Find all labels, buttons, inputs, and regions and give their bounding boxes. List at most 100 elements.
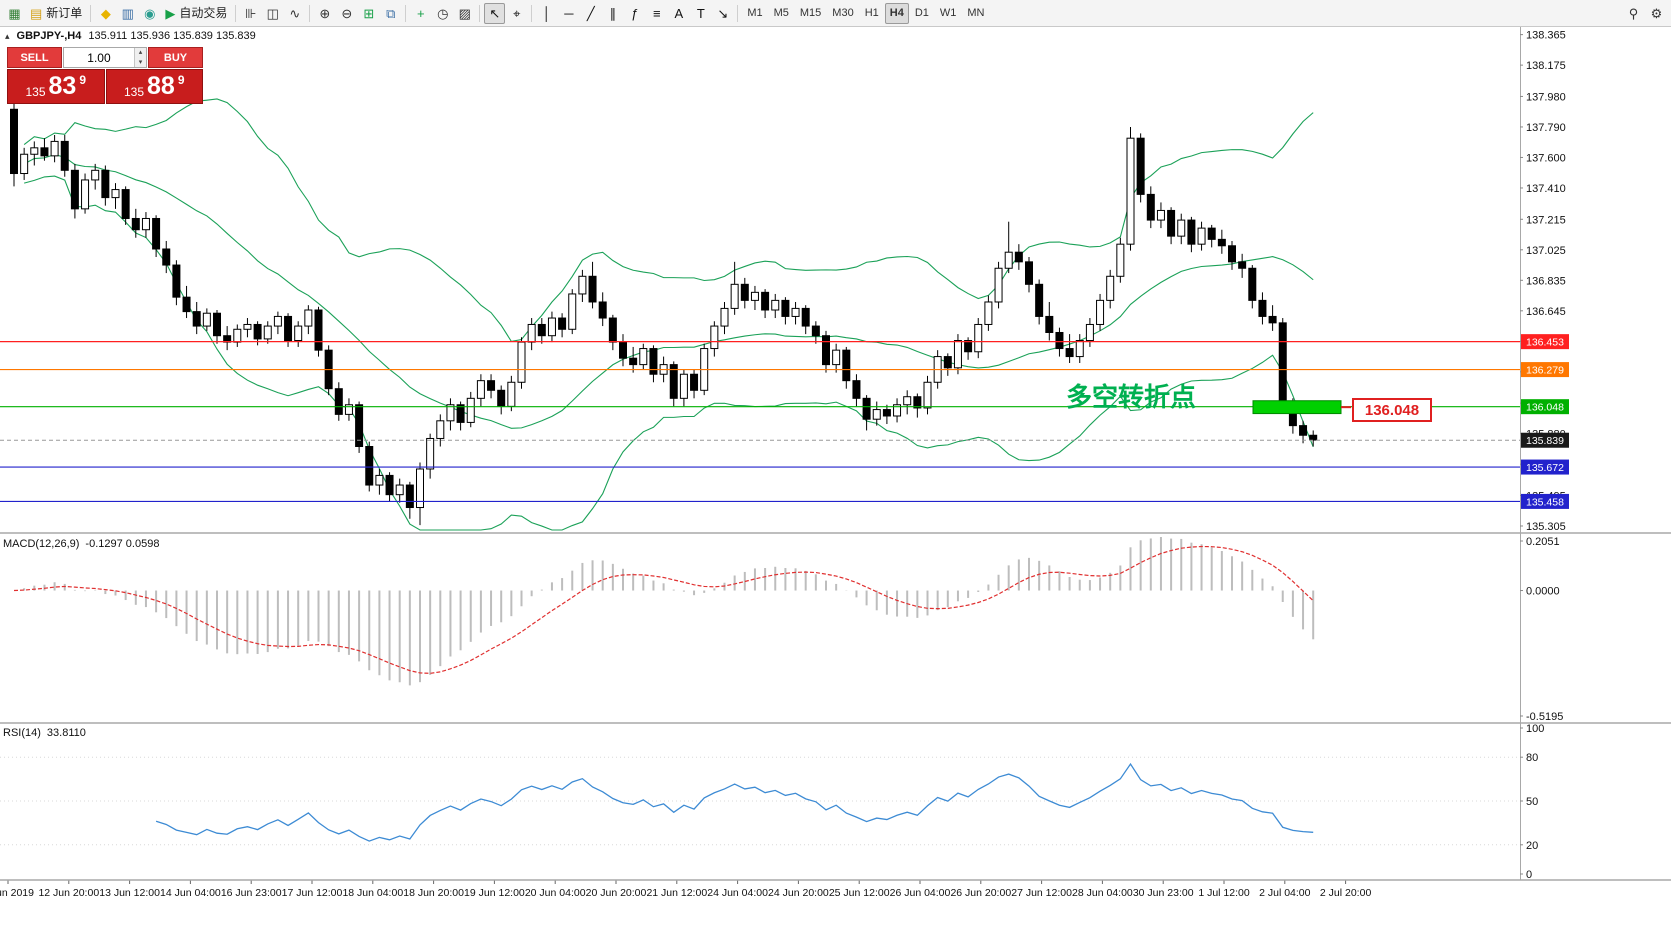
autotrading-icon: ▶ — [165, 5, 176, 21]
tf-m15[interactable]: M15 — [795, 3, 826, 24]
buy-button[interactable]: BUY — [148, 47, 203, 68]
arrow-objects-button[interactable]: ↘ — [712, 3, 733, 24]
text-label-button[interactable]: T — [690, 3, 711, 24]
tf-m1[interactable]: M1 — [742, 3, 767, 24]
line-chart-icon: ∿ — [289, 5, 301, 21]
bollinger-lower-band — [24, 175, 1314, 531]
zoom-in-button[interactable]: ⊕ — [314, 3, 335, 24]
tf-mn[interactable]: MN — [962, 3, 989, 24]
panel-toggle-icon[interactable]: ▴ — [5, 30, 10, 41]
cascade-windows-icon: ⧉ — [386, 5, 396, 21]
svg-text:136.048: 136.048 — [1526, 402, 1564, 414]
chart-window: 138.365 138.175 137.980 137.790 137.600 137.4… — [0, 27, 1671, 951]
autotrading-button[interactable]: ▶ 自动交易 — [161, 3, 231, 24]
macd-title-text: MACD(12,26,9) — [3, 538, 80, 550]
new-order-icon: ▤ — [30, 5, 43, 21]
quick-settings-button[interactable]: ⚙ — [1646, 3, 1667, 24]
horizontal-line-button[interactable]: ─ — [558, 3, 579, 24]
ask-prefix: 135 — [123, 85, 145, 99]
highlight-zone-rect[interactable] — [1252, 400, 1342, 415]
favorites-button[interactable]: ◆ — [95, 3, 116, 24]
svg-text:27 Jun 12:00: 27 Jun 12:00 — [1011, 887, 1072, 899]
tf-h1[interactable]: H1 — [860, 3, 884, 24]
crosshair-button[interactable]: ⌖ — [506, 3, 527, 24]
svg-text:135.672: 135.672 — [1526, 462, 1564, 474]
new-order-button-label: 新订单 — [46, 6, 83, 20]
toolbar-separator — [235, 4, 237, 22]
tf-w1[interactable]: W1 — [935, 3, 962, 24]
chart-annotation-text[interactable]: 多空转折点 — [1066, 382, 1197, 412]
toolbar: ▦ ▤ 新订单 ◆ ▥ ◉ ▶ 自动交易 ⊪ ◫ ∿ ⊕ ⊖ ⊞ ⧉ + ◷ ▨ ↖ ⌖ │ ─ ╱ ∥ ƒ ≡ A T ↘ M1 M5 M1… — [0, 0, 1671, 27]
svg-text:26 Jun 20:00: 26 Jun 20:00 — [950, 887, 1011, 899]
periods-button[interactable]: ◷ — [432, 3, 453, 24]
svg-text:136.279: 136.279 — [1526, 365, 1564, 377]
templates-button[interactable]: ▨ — [454, 3, 475, 24]
bar-chart-button[interactable]: ⊪ — [240, 3, 261, 24]
trendline-button[interactable]: ╱ — [580, 3, 601, 24]
volume-decrease-button[interactable]: ▾ — [134, 57, 146, 67]
line-chart-button[interactable]: ∿ — [284, 3, 305, 24]
macd-values-text: -0.1297 0.0598 — [85, 538, 160, 550]
svg-text:0: 0 — [1526, 869, 1532, 881]
price-callout-label[interactable]: 136.048 — [1352, 398, 1432, 422]
volume-increase-button[interactable]: ▴ — [134, 48, 146, 58]
tf-h4[interactable]: H4 — [884, 2, 909, 24]
tf-m30[interactable]: M30 — [827, 3, 858, 24]
search-button[interactable]: ⚲ — [1623, 3, 1644, 24]
macd-signal-line — [13, 545, 1314, 674]
indicators-icon: + — [417, 5, 425, 21]
toolbar-separator — [531, 4, 533, 22]
fibonacci-button[interactable]: ƒ — [624, 3, 645, 24]
new-chart-button[interactable]: ▦ — [4, 3, 25, 24]
svg-text:24 Jun 20:00: 24 Jun 20:00 — [768, 887, 829, 899]
price-badge — [1521, 334, 1569, 350]
zoom-out-button[interactable]: ⊖ — [336, 3, 357, 24]
svg-text:13 Jun 12:00: 13 Jun 12:00 — [99, 887, 160, 899]
svg-text:20 Jun 04:00: 20 Jun 04:00 — [525, 887, 586, 899]
templates-icon: ▨ — [458, 5, 471, 21]
toolbar-separator — [479, 4, 481, 22]
market-watch-icon: ▥ — [121, 5, 134, 21]
channel-button[interactable]: ∥ — [602, 3, 623, 24]
new-order-button[interactable]: ▤ 新订单 — [26, 3, 86, 24]
tf-m5[interactable]: M5 — [769, 3, 794, 24]
one-click-trading-panel: SELL ▴ ▾ BUY 135 83 9 135 — [7, 47, 203, 104]
svg-text:20: 20 — [1526, 840, 1538, 852]
navigator-button[interactable]: ◉ — [139, 3, 160, 24]
tf-d1[interactable]: D1 — [910, 3, 934, 24]
market-watch-button[interactable]: ▥ — [117, 3, 138, 24]
objects-list-button[interactable]: ≡ — [646, 3, 667, 24]
volume-input[interactable] — [64, 48, 134, 67]
indicators-button[interactable]: + — [410, 3, 431, 24]
svg-text:17 Jun 12:00: 17 Jun 12:00 — [282, 887, 343, 899]
tile-windows-button[interactable]: ⊞ — [358, 3, 379, 24]
cursor-button[interactable]: ↖ — [484, 2, 506, 24]
toolbar-separator — [405, 4, 407, 22]
macd-panel: 0.2051 0.0000 -0.5195 — [13, 536, 1563, 723]
price-axis[interactable]: 138.365 138.175 137.980 137.790 137.600 137.4… — [1520, 27, 1569, 880]
svg-text:18 Jun 04:00: 18 Jun 04:00 — [342, 887, 403, 899]
svg-text:137.215: 137.215 — [1526, 214, 1566, 226]
macd-indicator-label: MACD(12,26,9) -0.1297 0.0598 — [3, 538, 159, 550]
price-badge — [1521, 493, 1569, 509]
arrow-objects-icon: ↘ — [717, 5, 729, 21]
svg-text:24 Jun 04:00: 24 Jun 04:00 — [707, 887, 768, 899]
buy-price-button[interactable]: 135 88 9 — [105, 69, 203, 104]
cascade-windows-button[interactable]: ⧉ — [380, 3, 401, 24]
text-button[interactable]: A — [668, 3, 689, 24]
price-badge — [1521, 362, 1569, 378]
vertical-line-button[interactable]: │ — [536, 3, 557, 24]
svg-text:135.839: 135.839 — [1526, 435, 1564, 447]
bid-prefix: 135 — [25, 85, 46, 99]
bid-pip-digit: 9 — [79, 73, 87, 87]
symbol-header: ▴ GBPJPY-,H4 135.911 135.936 135.839 135… — [5, 30, 256, 42]
sell-price-button[interactable]: 135 83 9 — [7, 69, 105, 104]
rsi-title-text: RSI(14) — [3, 727, 41, 739]
sell-button[interactable]: SELL — [7, 47, 62, 68]
candlestick-series — [10, 101, 1318, 526]
svg-text:100: 100 — [1526, 723, 1544, 735]
search-icon: ⚲ — [1628, 5, 1639, 21]
candlestick-chart-button[interactable]: ◫ — [262, 3, 283, 24]
text-icon: A — [674, 5, 684, 21]
